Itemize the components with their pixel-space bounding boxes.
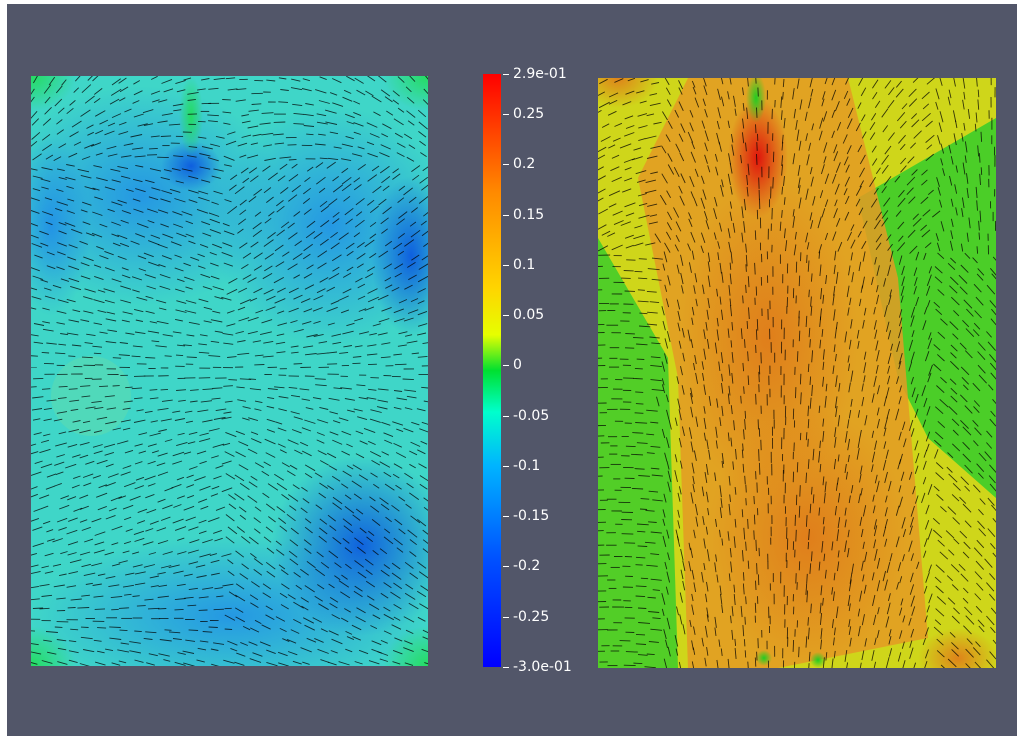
colorbar-label: -0.2 xyxy=(513,558,541,574)
colorbar-gradient xyxy=(483,74,501,667)
colorbar-tick xyxy=(503,215,509,216)
colorbar-tick xyxy=(503,416,509,417)
colorbar-tick xyxy=(503,617,509,618)
render-viewport[interactable]: 2.9e-01 0.25 0.2 0.15 0.1 0.05 0 -0.05 -0.1 -0.15… xyxy=(7,4,1017,736)
colorbar-label: 0.2 xyxy=(513,156,536,172)
colorbar-tick xyxy=(503,365,509,366)
colorbar-tick xyxy=(503,667,509,668)
right-field-plot xyxy=(598,78,996,668)
colorbar-label: 0.05 xyxy=(513,307,545,323)
colorbar-tick xyxy=(503,164,509,165)
left-field-image xyxy=(31,76,428,666)
colorbar-label: -0.15 xyxy=(513,508,550,524)
colorbar-label: 0 xyxy=(513,357,522,373)
colorbar-label: 0.15 xyxy=(513,207,545,223)
colorbar-label: -0.25 xyxy=(513,609,550,625)
colorbar-label: -0.1 xyxy=(513,458,541,474)
colorbar-label: 0.25 xyxy=(513,106,545,122)
colorbar-label: -0.05 xyxy=(513,408,550,424)
colorbar-tick xyxy=(503,516,509,517)
colorbar-tick xyxy=(503,566,509,567)
colorbar-tick xyxy=(503,114,509,115)
colorbar-tick xyxy=(503,466,509,467)
left-field-plot xyxy=(31,76,428,666)
colorbar-tick xyxy=(503,265,509,266)
colorbar-label: 0.1 xyxy=(513,257,536,273)
colorbar-label: -3.0e-01 xyxy=(513,659,572,675)
right-field-image xyxy=(598,78,996,668)
colorbar-label: 2.9e-01 xyxy=(513,66,567,82)
colorbar-tick xyxy=(503,74,509,75)
colorbar-tick xyxy=(503,315,509,316)
